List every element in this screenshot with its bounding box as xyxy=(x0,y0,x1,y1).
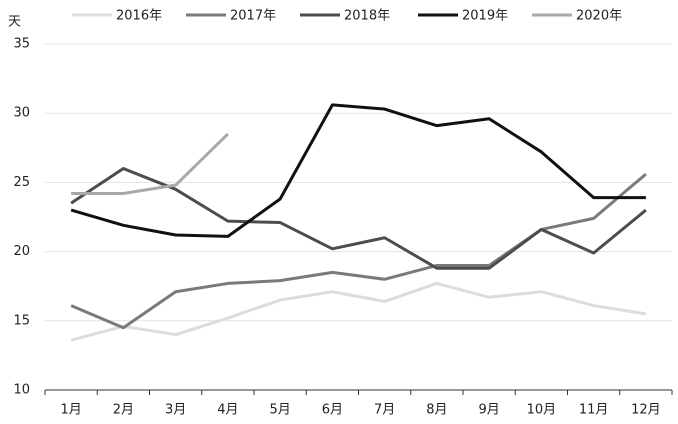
x-tick-label: 11月 xyxy=(579,403,609,418)
y-tick-label: 10 xyxy=(13,383,30,398)
legend-label: 2020年 xyxy=(576,9,622,24)
x-tick-label: 8月 xyxy=(426,403,447,418)
legend-label: 2017年 xyxy=(230,9,276,24)
y-tick-label: 15 xyxy=(13,313,30,328)
x-tick-label: 1月 xyxy=(60,403,81,418)
legend-label: 2019年 xyxy=(462,9,508,24)
x-tick-label: 5月 xyxy=(269,403,290,418)
y-tick-label: 30 xyxy=(13,106,30,121)
y-tick-label: 25 xyxy=(13,175,30,190)
x-tick-label: 10月 xyxy=(527,403,557,418)
series-line xyxy=(70,167,647,270)
legend-label: 2018年 xyxy=(344,9,390,24)
x-tick-label: 7月 xyxy=(374,403,395,418)
series-line xyxy=(70,281,647,342)
x-tick-label: 12月 xyxy=(631,403,661,418)
y-axis-label: 天 xyxy=(8,15,21,30)
series-line xyxy=(70,172,647,330)
series-line xyxy=(71,132,229,195)
x-tick-label: 4月 xyxy=(217,403,238,418)
x-tick-label: 2月 xyxy=(113,403,134,418)
x-tick-label: 3月 xyxy=(165,403,186,418)
series-line xyxy=(70,103,646,238)
y-tick-label: 20 xyxy=(13,244,30,259)
y-tick-label: 35 xyxy=(13,37,30,52)
x-tick-label: 6月 xyxy=(322,403,343,418)
legend-label: 2016年 xyxy=(116,9,162,24)
x-tick-label: 9月 xyxy=(478,403,499,418)
